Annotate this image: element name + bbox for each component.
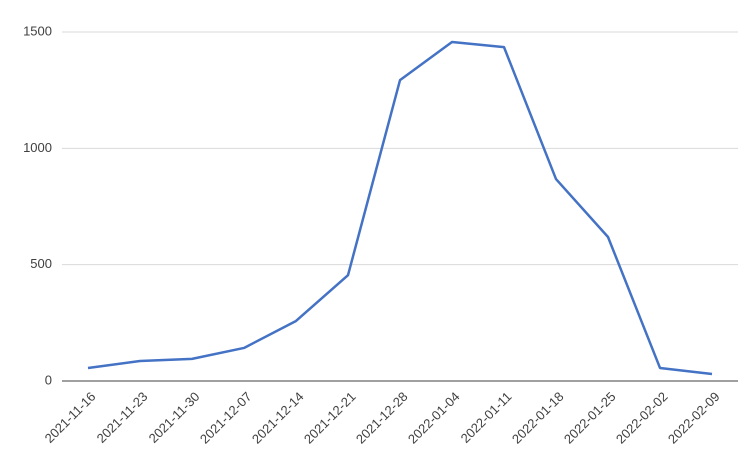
x-tick-label: 2021-11-16 bbox=[42, 389, 99, 446]
x-tick-label: 2021-11-23 bbox=[94, 389, 151, 446]
y-tick-label: 1000 bbox=[23, 140, 52, 155]
x-tick-label: 2021-12-14 bbox=[249, 389, 307, 447]
x-tick-label: 2022-01-25 bbox=[561, 389, 619, 447]
x-tick-label: 2022-02-09 bbox=[665, 389, 723, 447]
x-tick-label: 2022-01-04 bbox=[405, 389, 463, 447]
x-tick-label: 2021-12-21 bbox=[301, 389, 359, 447]
y-tick-label: 500 bbox=[30, 256, 52, 271]
x-tick-label: 2022-01-11 bbox=[458, 389, 515, 446]
x-tick-label: 2021-12-07 bbox=[197, 389, 255, 447]
line-series bbox=[87, 40, 713, 376]
x-tick-label: 2022-02-02 bbox=[613, 389, 671, 447]
x-tick-label: 2021-11-30 bbox=[146, 389, 203, 446]
x-tick-label: 2021-12-28 bbox=[353, 389, 411, 447]
y-tick-label: 1500 bbox=[23, 23, 52, 38]
y-tick-label: 0 bbox=[45, 372, 52, 387]
x-tick-label: 2022-01-18 bbox=[509, 389, 567, 447]
